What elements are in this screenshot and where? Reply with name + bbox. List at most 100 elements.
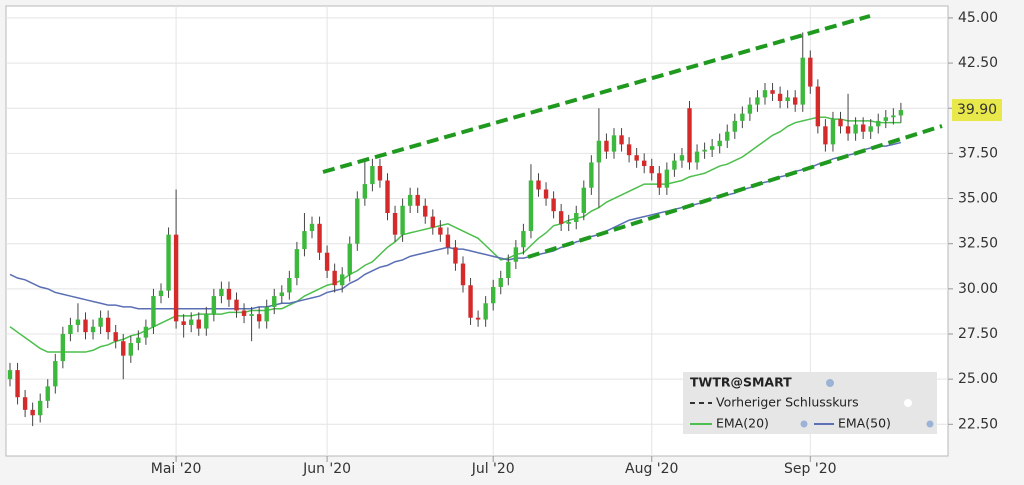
candle-body <box>196 319 201 329</box>
candle-body <box>166 234 171 291</box>
candle-body <box>551 198 556 212</box>
y-tick-label: 42.50 <box>958 55 998 71</box>
candle-body <box>226 288 232 300</box>
candle-body <box>876 120 881 127</box>
trend-line-upper <box>322 14 871 174</box>
candle-body <box>30 409 35 416</box>
y-tick-label: 32.50 <box>958 236 998 252</box>
last-price-box <box>952 99 1002 122</box>
candle-body <box>415 194 420 206</box>
legend-icon <box>926 420 934 428</box>
candle-body <box>121 341 126 356</box>
y-tick-label: 22.50 <box>958 416 998 432</box>
candle-body <box>189 319 194 325</box>
candle-body <box>234 299 239 311</box>
candle-body <box>83 319 88 333</box>
candle-body <box>483 303 488 320</box>
legend-icon <box>826 379 834 387</box>
legend-label: Vorheriger Schlusskurs <box>716 395 859 410</box>
candle-body <box>38 400 43 416</box>
candle-body <box>883 117 888 121</box>
candle-body <box>664 169 670 188</box>
candle-body <box>438 227 443 235</box>
candle-body <box>853 124 858 134</box>
legend-label: TWTR@SMART <box>690 375 792 390</box>
candle-body <box>747 104 753 114</box>
candle-body <box>626 144 632 156</box>
candle-body <box>136 337 141 344</box>
candle-body <box>657 173 662 188</box>
candle-body <box>687 108 692 163</box>
candle-body <box>558 211 564 224</box>
candle-body <box>642 160 647 167</box>
candle-body <box>173 234 179 322</box>
candle-body <box>45 386 50 401</box>
candle-body <box>294 249 300 279</box>
candle-body <box>53 361 58 387</box>
candle-body <box>475 317 481 320</box>
candle-body <box>204 314 209 329</box>
candle-body <box>513 247 519 262</box>
candle-body <box>453 247 458 264</box>
candle-body <box>823 126 828 145</box>
y-tick-label: 25.00 <box>958 371 998 387</box>
candle-body <box>800 57 805 105</box>
candle-body <box>830 119 836 145</box>
candle-body <box>611 135 617 152</box>
candle-body <box>392 212 398 235</box>
candle-body <box>762 90 768 98</box>
candle-body <box>589 162 594 188</box>
x-tick-label: Aug '20 <box>625 461 678 477</box>
candle-body <box>279 292 284 297</box>
candle-body <box>732 120 737 132</box>
candle-body <box>815 86 821 127</box>
y-tick-label: 27.50 <box>958 326 998 342</box>
candle-body <box>702 149 707 152</box>
candle-body <box>506 261 511 279</box>
candle-body <box>113 332 118 342</box>
y-tick-label: 45.00 <box>958 10 998 26</box>
candle-body <box>649 166 654 174</box>
candle-body <box>15 370 20 398</box>
y-tick-label: 30.00 <box>958 281 998 297</box>
y-tick-label: 37.50 <box>958 145 998 161</box>
candle-body <box>634 155 639 161</box>
candle-body <box>717 140 722 147</box>
candle-body <box>60 333 66 362</box>
x-tick-label: Mai '20 <box>151 461 202 477</box>
x-tick-label: Jul '20 <box>471 461 515 477</box>
candle-body <box>181 321 186 325</box>
candle-body <box>128 343 133 356</box>
legend: TWTR@SMART Vorheriger Schlusskurs EMA(20… <box>683 372 937 434</box>
candle-body <box>755 97 760 105</box>
candle-body <box>256 314 262 322</box>
candle-body <box>770 90 775 94</box>
legend-box <box>683 372 937 434</box>
candle-body <box>574 212 579 223</box>
candle-body <box>619 135 624 145</box>
candle-body <box>98 317 103 327</box>
candle-body <box>211 296 217 315</box>
candle-body <box>793 97 798 105</box>
candle-body <box>460 263 466 286</box>
y-tick-label: 35.00 <box>958 191 998 207</box>
candle-body <box>151 296 156 327</box>
candle-body <box>309 223 315 232</box>
candle-body <box>324 252 330 271</box>
candle-body <box>7 370 13 380</box>
trend-line-lower <box>527 124 943 259</box>
candle-body <box>370 166 375 185</box>
candle-body <box>808 57 813 87</box>
candle-body <box>302 231 307 250</box>
candle-body <box>679 155 685 161</box>
candle-body <box>158 290 164 297</box>
candle-body <box>543 189 549 199</box>
candle-body <box>521 231 526 248</box>
candle-body <box>777 93 783 102</box>
candle-body <box>785 97 790 102</box>
candle-body <box>566 222 571 224</box>
candle-body <box>536 180 541 190</box>
candle-body <box>838 119 843 127</box>
candle-body <box>694 151 700 163</box>
